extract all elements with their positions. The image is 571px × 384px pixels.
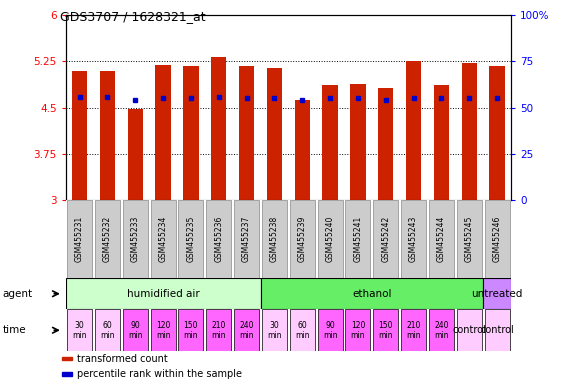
Bar: [289, 200, 315, 278]
Bar: [434, 85, 449, 200]
Bar: [183, 66, 199, 200]
Text: control: control: [480, 325, 514, 335]
Text: 210
min: 210 min: [211, 321, 226, 340]
Bar: [345, 309, 371, 351]
Bar: [72, 71, 87, 200]
Bar: [62, 357, 73, 361]
Bar: [178, 200, 203, 278]
Text: 240
min: 240 min: [239, 321, 254, 340]
Bar: [350, 84, 365, 200]
Bar: [429, 200, 454, 278]
Bar: [323, 85, 338, 200]
Bar: [211, 57, 227, 200]
Bar: [262, 200, 287, 278]
Bar: [260, 278, 483, 309]
Text: 240
min: 240 min: [434, 321, 449, 340]
Text: GSM455240: GSM455240: [325, 216, 335, 262]
Text: GSM455235: GSM455235: [186, 216, 195, 262]
Text: 30
min: 30 min: [73, 321, 87, 340]
Text: GSM455243: GSM455243: [409, 216, 418, 262]
Bar: [234, 309, 259, 351]
Text: GSM455238: GSM455238: [270, 216, 279, 262]
Bar: [127, 109, 143, 200]
Bar: [206, 309, 231, 351]
Text: agent: agent: [3, 289, 33, 299]
Bar: [66, 278, 260, 309]
Text: GDS3707 / 1628321_at: GDS3707 / 1628321_at: [60, 10, 206, 23]
Bar: [345, 200, 371, 278]
Bar: [401, 309, 426, 351]
Bar: [123, 309, 148, 351]
Text: 120
min: 120 min: [156, 321, 170, 340]
Bar: [178, 309, 203, 351]
Bar: [62, 372, 73, 376]
Text: GSM455246: GSM455246: [493, 216, 502, 262]
Text: GSM455232: GSM455232: [103, 216, 112, 262]
Text: GSM455239: GSM455239: [297, 216, 307, 262]
Text: ethanol: ethanol: [352, 289, 392, 299]
Bar: [67, 309, 92, 351]
Bar: [317, 200, 343, 278]
Text: GSM455236: GSM455236: [214, 216, 223, 262]
Bar: [485, 200, 510, 278]
Text: 150
min: 150 min: [379, 321, 393, 340]
Text: GSM455231: GSM455231: [75, 216, 84, 262]
Bar: [489, 66, 505, 200]
Bar: [67, 200, 92, 278]
Text: 120
min: 120 min: [351, 321, 365, 340]
Bar: [151, 200, 176, 278]
Text: percentile rank within the sample: percentile rank within the sample: [77, 369, 242, 379]
Bar: [155, 65, 171, 200]
Bar: [234, 200, 259, 278]
Bar: [373, 309, 399, 351]
Bar: [151, 309, 176, 351]
Text: 90
min: 90 min: [323, 321, 337, 340]
Bar: [457, 309, 482, 351]
Text: control: control: [452, 325, 486, 335]
Bar: [401, 200, 426, 278]
Bar: [262, 309, 287, 351]
Bar: [295, 99, 310, 200]
Bar: [429, 309, 454, 351]
Text: transformed count: transformed count: [77, 354, 168, 364]
Bar: [317, 309, 343, 351]
Text: GSM455245: GSM455245: [465, 216, 474, 262]
Text: GSM455233: GSM455233: [131, 216, 140, 262]
Bar: [206, 200, 231, 278]
Bar: [378, 88, 393, 200]
Bar: [461, 63, 477, 200]
Text: GSM455237: GSM455237: [242, 216, 251, 262]
Bar: [239, 66, 254, 200]
Text: 60
min: 60 min: [100, 321, 115, 340]
Text: 90
min: 90 min: [128, 321, 143, 340]
Bar: [457, 200, 482, 278]
Text: GSM455241: GSM455241: [353, 216, 363, 262]
Text: 30
min: 30 min: [267, 321, 282, 340]
Bar: [267, 68, 282, 200]
Bar: [95, 309, 120, 351]
Bar: [100, 71, 115, 200]
Text: time: time: [3, 325, 26, 335]
Text: humidified air: humidified air: [127, 289, 199, 299]
Bar: [123, 200, 148, 278]
Bar: [406, 61, 421, 200]
Text: GSM455242: GSM455242: [381, 216, 391, 262]
Text: untreated: untreated: [472, 289, 523, 299]
Text: 210
min: 210 min: [407, 321, 421, 340]
Bar: [95, 200, 120, 278]
Text: GSM455244: GSM455244: [437, 216, 446, 262]
Text: 150
min: 150 min: [184, 321, 198, 340]
Text: GSM455234: GSM455234: [159, 216, 168, 262]
Bar: [373, 200, 399, 278]
Bar: [485, 309, 510, 351]
Text: 60
min: 60 min: [295, 321, 309, 340]
Bar: [289, 309, 315, 351]
Bar: [483, 278, 511, 309]
